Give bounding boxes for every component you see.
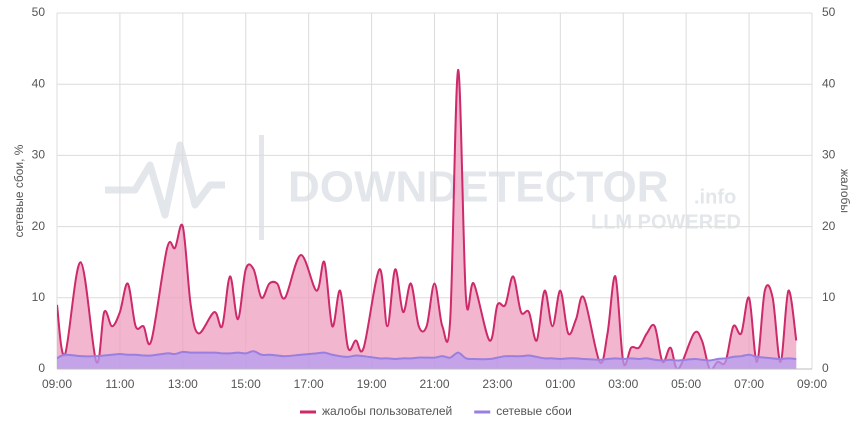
watermark-brand: DOWNDETECTOR (288, 163, 669, 212)
y2-tick-label: 10 (822, 290, 836, 304)
y2-axis-label: жалобы (838, 169, 852, 213)
x-tick-label: 17:00 (294, 377, 324, 391)
series-area (57, 351, 797, 369)
y2-tick-label: 50 (822, 5, 836, 19)
y-axis-label: сетевые сбои, % (12, 144, 26, 237)
plot-area (57, 68, 798, 369)
x-tick-label: 23:00 (482, 377, 512, 391)
y-tick-label: 40 (32, 76, 46, 90)
watermark-divider (259, 135, 264, 240)
x-tick-label: 15:00 (231, 377, 261, 391)
x-tick-label: 09:00 (42, 377, 72, 391)
x-tick-label: 03:00 (608, 377, 638, 391)
y-tick-label: 10 (32, 290, 46, 304)
x-tick-label: 19:00 (357, 377, 387, 391)
y-tick-label: 50 (32, 5, 46, 19)
series-line (57, 350, 797, 362)
y-tick-label: 20 (32, 219, 46, 233)
legend-label: сетевые сбои (496, 404, 572, 418)
x-tick-label: 01:00 (545, 377, 575, 391)
x-tick-label: 21:00 (419, 377, 449, 391)
y2-tick-label: 0 (822, 361, 829, 375)
x-tick-label: 07:00 (734, 377, 764, 391)
x-tick-label: 13:00 (168, 377, 198, 391)
legend-label: жалобы пользователей (322, 404, 452, 418)
y-tick-label: 30 (32, 148, 46, 162)
y-tick-label: 0 (38, 361, 45, 375)
watermark: DOWNDETECTOR .info LLM POWERED (105, 135, 741, 240)
x-tick-label: 11:00 (105, 377, 134, 391)
y2-tick-label: 20 (822, 219, 836, 233)
y2-tick-label: 30 (822, 148, 836, 162)
watermark-suffix: .info (694, 186, 736, 208)
watermark-tagline: LLM POWERED (591, 211, 741, 233)
y2-tick-label: 40 (822, 76, 836, 90)
series-area (57, 69, 797, 369)
watermark-logo (105, 141, 225, 219)
x-tick-label: 09:00 (797, 377, 827, 391)
x-tick-label: 05:00 (671, 377, 701, 391)
